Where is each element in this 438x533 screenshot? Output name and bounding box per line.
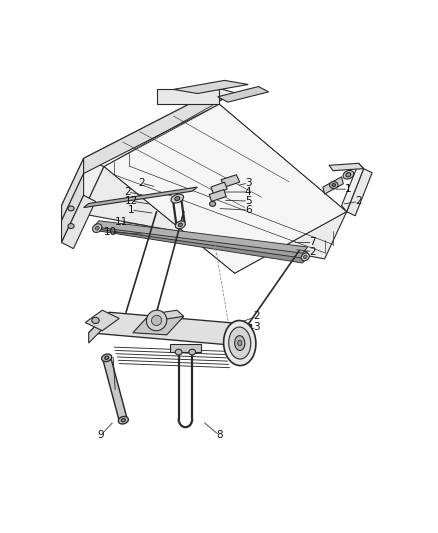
Polygon shape bbox=[104, 104, 346, 273]
Polygon shape bbox=[173, 80, 248, 93]
Polygon shape bbox=[156, 88, 219, 104]
Ellipse shape bbox=[235, 336, 245, 350]
Polygon shape bbox=[61, 174, 84, 243]
Ellipse shape bbox=[332, 183, 336, 187]
Ellipse shape bbox=[105, 356, 109, 359]
Polygon shape bbox=[329, 163, 364, 171]
Ellipse shape bbox=[224, 320, 256, 366]
Text: 10: 10 bbox=[104, 227, 117, 237]
Ellipse shape bbox=[92, 224, 102, 232]
Ellipse shape bbox=[304, 255, 307, 259]
Text: 2: 2 bbox=[138, 178, 145, 188]
Ellipse shape bbox=[343, 171, 354, 179]
Ellipse shape bbox=[175, 221, 185, 229]
Polygon shape bbox=[61, 158, 84, 221]
Polygon shape bbox=[218, 86, 268, 102]
Polygon shape bbox=[150, 310, 184, 320]
Ellipse shape bbox=[95, 226, 99, 230]
Ellipse shape bbox=[92, 317, 99, 324]
Polygon shape bbox=[84, 187, 197, 207]
Text: 2: 2 bbox=[254, 311, 260, 321]
Ellipse shape bbox=[68, 224, 74, 229]
Polygon shape bbox=[84, 88, 235, 163]
Ellipse shape bbox=[238, 340, 242, 346]
Text: 6: 6 bbox=[245, 205, 251, 215]
Polygon shape bbox=[231, 325, 251, 356]
Ellipse shape bbox=[175, 349, 182, 355]
Text: 3: 3 bbox=[254, 322, 260, 333]
Text: 9: 9 bbox=[97, 430, 104, 440]
Polygon shape bbox=[323, 177, 343, 194]
Polygon shape bbox=[209, 190, 226, 201]
Polygon shape bbox=[84, 88, 219, 174]
Polygon shape bbox=[94, 222, 307, 258]
Polygon shape bbox=[94, 221, 307, 253]
Polygon shape bbox=[211, 182, 227, 194]
Polygon shape bbox=[85, 310, 119, 330]
Ellipse shape bbox=[102, 354, 112, 361]
Text: 3: 3 bbox=[245, 178, 251, 188]
Text: 7: 7 bbox=[309, 238, 316, 247]
Text: 2: 2 bbox=[309, 247, 316, 256]
Ellipse shape bbox=[178, 223, 182, 227]
Polygon shape bbox=[61, 195, 95, 248]
Polygon shape bbox=[94, 224, 307, 263]
Polygon shape bbox=[102, 358, 128, 421]
Ellipse shape bbox=[346, 173, 351, 177]
Text: 8: 8 bbox=[216, 430, 223, 440]
Polygon shape bbox=[221, 175, 240, 187]
Ellipse shape bbox=[329, 182, 338, 189]
Text: 5: 5 bbox=[245, 196, 251, 206]
Polygon shape bbox=[170, 344, 201, 352]
Ellipse shape bbox=[209, 201, 215, 206]
Ellipse shape bbox=[121, 418, 125, 422]
Ellipse shape bbox=[118, 416, 128, 424]
Ellipse shape bbox=[68, 206, 74, 211]
Text: 1: 1 bbox=[128, 205, 134, 215]
Polygon shape bbox=[346, 168, 372, 216]
Polygon shape bbox=[82, 166, 346, 259]
Ellipse shape bbox=[146, 310, 167, 331]
Polygon shape bbox=[88, 312, 251, 345]
Text: 12: 12 bbox=[124, 196, 138, 206]
Text: 11: 11 bbox=[114, 217, 127, 227]
Polygon shape bbox=[61, 158, 104, 214]
Text: 1: 1 bbox=[345, 184, 352, 194]
Polygon shape bbox=[133, 314, 184, 335]
Polygon shape bbox=[88, 312, 109, 343]
Text: 4: 4 bbox=[245, 187, 251, 197]
Ellipse shape bbox=[229, 327, 251, 359]
Text: 2: 2 bbox=[124, 187, 131, 197]
Polygon shape bbox=[342, 163, 364, 212]
Ellipse shape bbox=[175, 197, 180, 200]
Ellipse shape bbox=[301, 253, 309, 261]
Ellipse shape bbox=[152, 316, 162, 326]
Ellipse shape bbox=[171, 194, 184, 203]
Text: 2: 2 bbox=[355, 197, 362, 206]
Ellipse shape bbox=[189, 349, 196, 355]
